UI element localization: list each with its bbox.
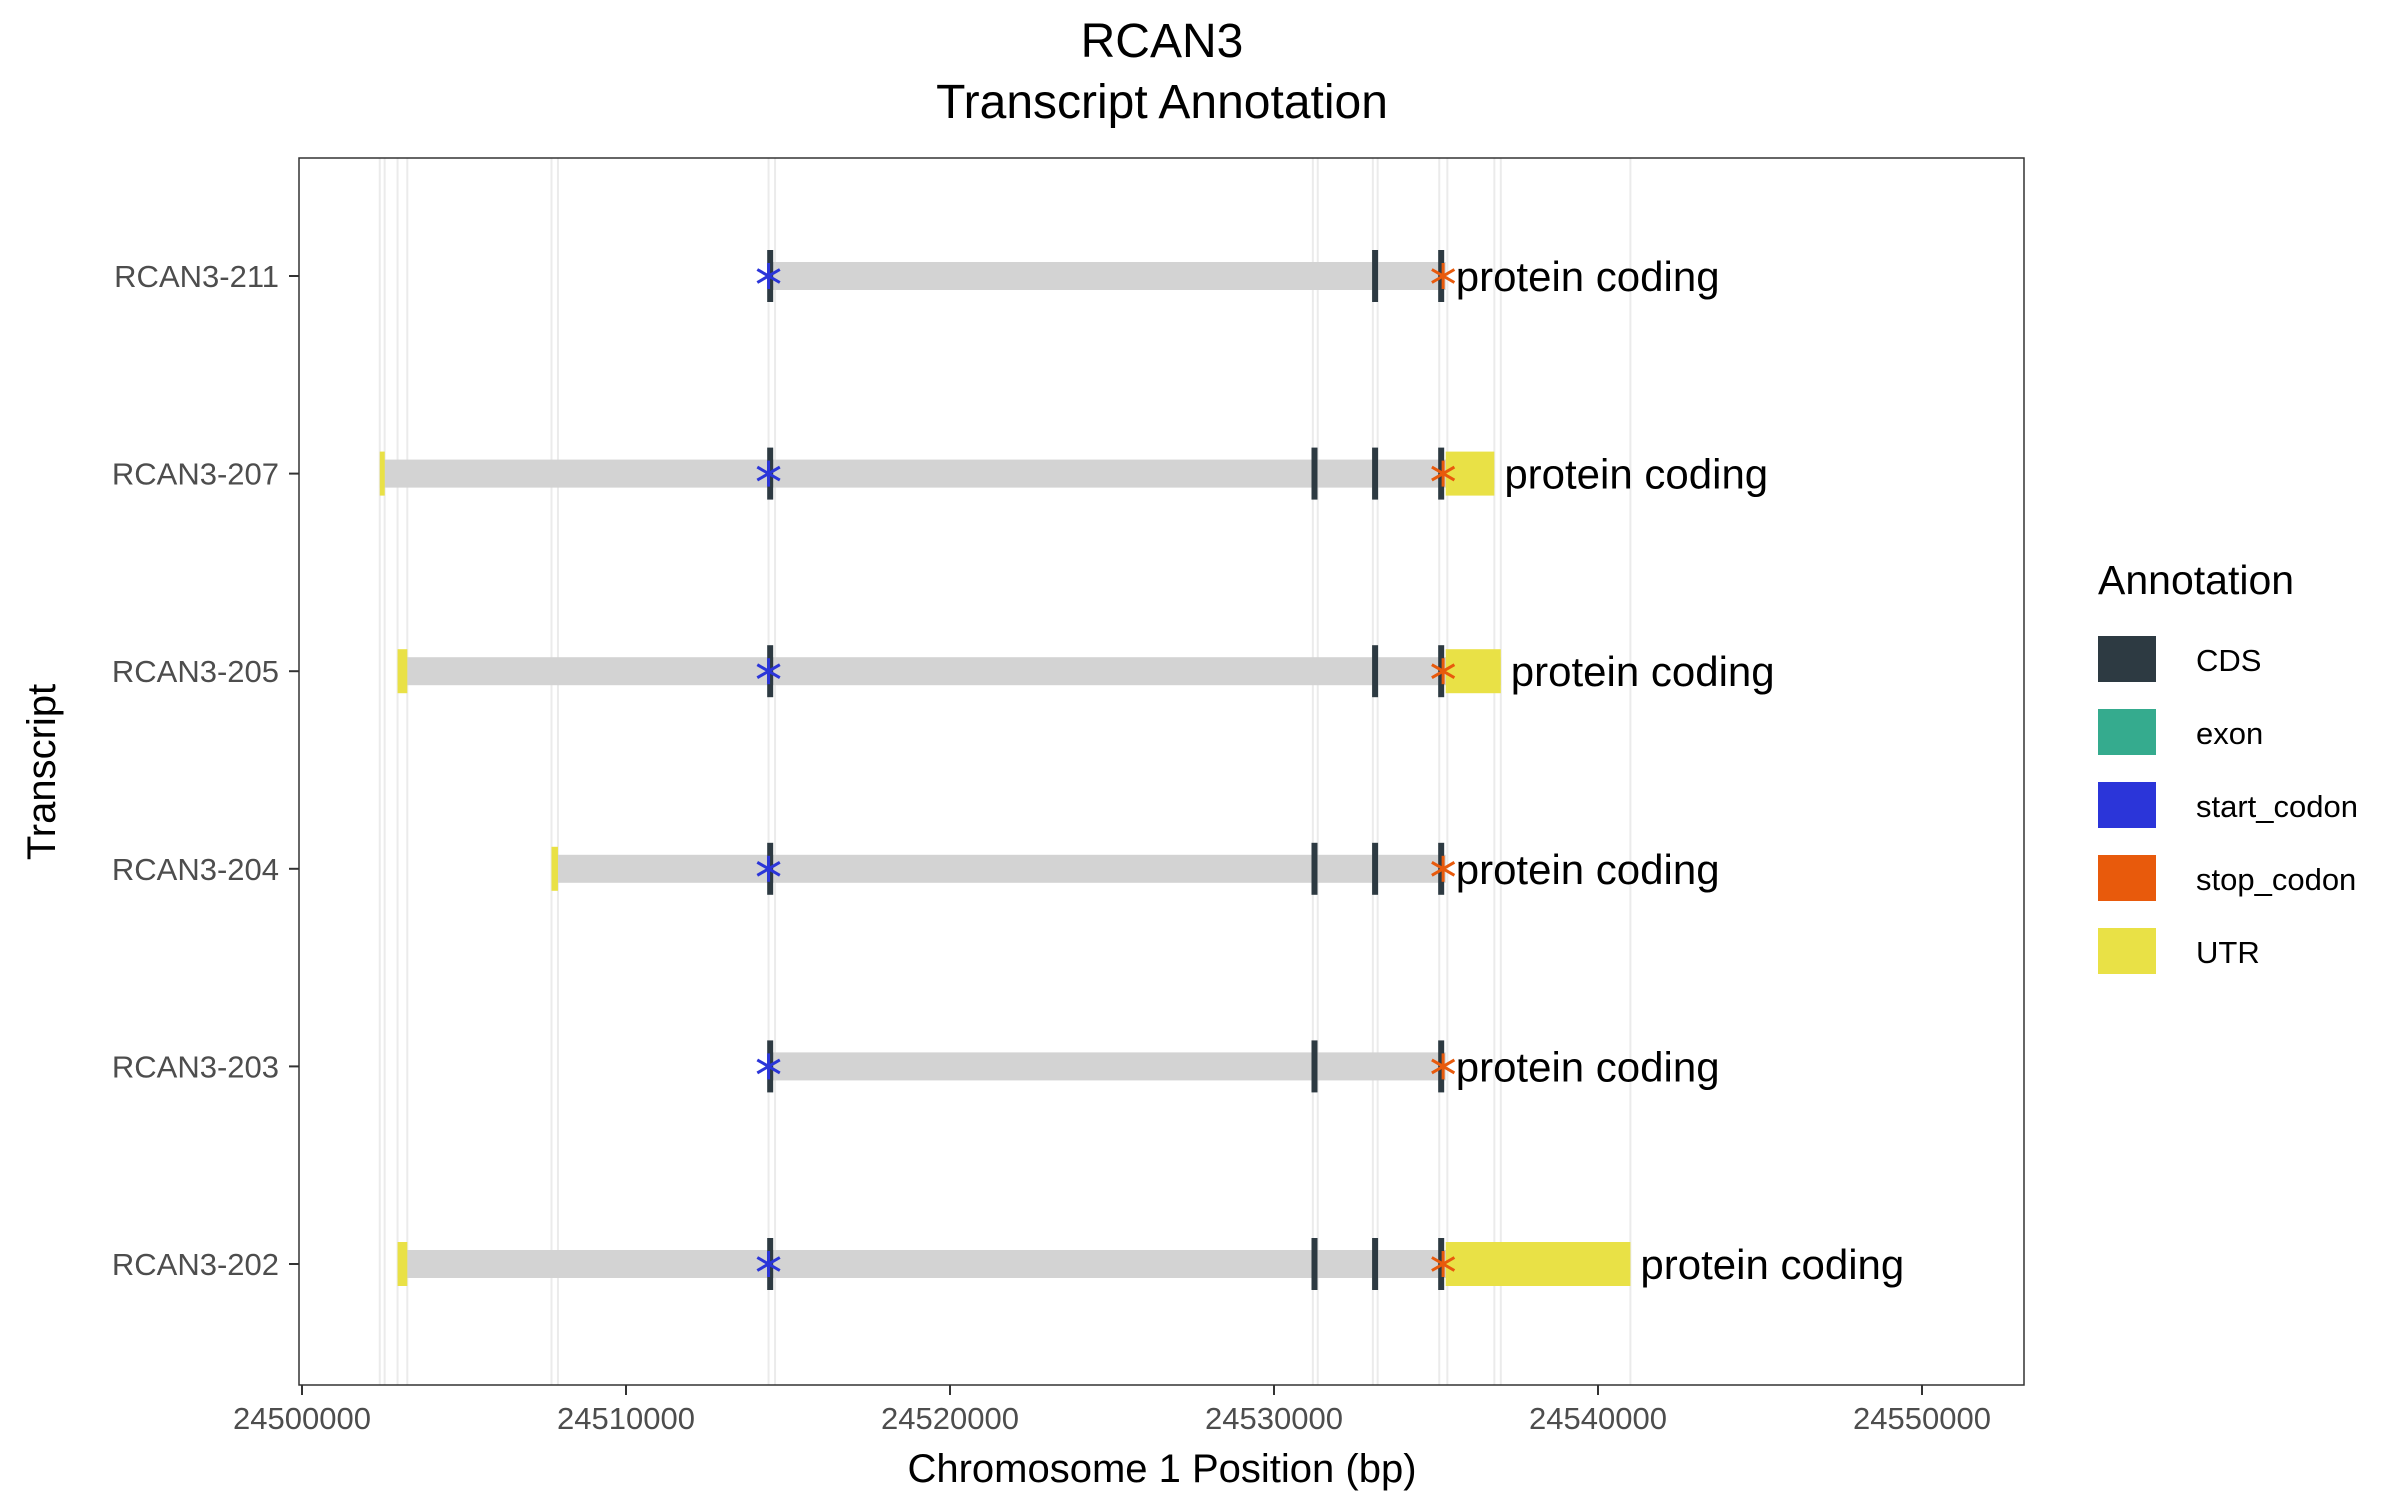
x-tick-label: 24550000 [1853, 1401, 1991, 1436]
transcript-rcan3-203: protein coding [756, 1040, 1720, 1093]
legend-key-stop-codon [2098, 855, 2156, 901]
biotype-label: protein coding [1456, 846, 1720, 893]
legend-label: start_codon [2196, 789, 2358, 824]
x-tick-label: 24540000 [1529, 1401, 1667, 1436]
x-tick-label: 24530000 [1205, 1401, 1343, 1436]
x-tick-label: 24520000 [881, 1401, 1019, 1436]
x-tick-label: 24510000 [557, 1401, 695, 1436]
biotype-label: protein coding [1456, 1043, 1720, 1090]
transcript-rcan3-207: protein coding [379, 447, 1768, 500]
cds-mark [1311, 1238, 1318, 1290]
legend-key-utr [2098, 928, 2156, 974]
intron-bar [397, 1250, 1631, 1278]
y-tick-label: RCAN3-204 [112, 852, 279, 887]
y-tick-label: RCAN3-203 [112, 1049, 279, 1084]
y-axis: RCAN3-211 RCAN3-207 RCAN3-205 RCAN3-204 RCAN… [112, 259, 299, 1282]
intron-bar [397, 657, 1501, 686]
legend: Annotation CDS exon start_codon stop_codon U… [2098, 557, 2358, 974]
y-tick-label: RCAN3-205 [112, 654, 279, 689]
stop-codon-marker [1431, 1053, 1456, 1080]
utr-block [397, 649, 408, 694]
start-codon-marker [756, 1053, 781, 1080]
transcript-rcan3-202: protein coding [397, 1238, 1904, 1290]
stop-codon-marker [1431, 855, 1456, 882]
start-codon-marker [756, 460, 781, 487]
legend-key-start-codon [2098, 782, 2156, 828]
start-codon-marker-stroke [756, 861, 781, 877]
biotype-label: protein coding [1456, 253, 1720, 300]
chart-subtitle: Transcript Annotation [936, 76, 1388, 129]
stop-codon-marker-stroke [1431, 1058, 1456, 1075]
start-codon-marker-stroke [756, 465, 781, 482]
transcript-rcan3-205: protein coding [397, 645, 1775, 698]
start-codon-marker [756, 658, 781, 685]
y-axis-label: Transcript [20, 684, 64, 860]
stop-codon-marker-stroke [1431, 663, 1456, 679]
y-tick-label: RCAN3-211 [114, 259, 279, 294]
stop-codon-marker-stroke [1431, 861, 1456, 877]
cds-mark [1372, 447, 1379, 500]
utr-block [551, 846, 558, 891]
stop-codon-marker [1431, 460, 1456, 487]
start-codon-marker-stroke [756, 663, 781, 679]
stop-codon-marker [1431, 658, 1456, 685]
stop-codon-marker-stroke [1431, 1256, 1456, 1272]
biotype-label: protein coding [1640, 1241, 1904, 1288]
gridlines [378, 158, 1632, 1385]
plot-panel-border [298, 157, 2025, 1386]
y-tick-label: RCAN3-207 [112, 457, 279, 492]
legend-key-exon [2098, 709, 2156, 755]
cds-mark [1311, 842, 1318, 895]
utr-block [379, 451, 385, 496]
transcripts: protein coding protein coding protein codi… [379, 250, 1904, 1290]
legend-label: UTR [2196, 935, 2260, 970]
start-codon-marker [756, 263, 781, 289]
intron-bar [379, 459, 1495, 488]
chart-title: RCAN3 [1081, 15, 1244, 68]
utr-block [1445, 1242, 1631, 1286]
legend-label: CDS [2196, 643, 2261, 678]
utr-block [1445, 451, 1495, 496]
transcript-rcan3-204: protein coding [551, 842, 1720, 895]
biotype-label: protein coding [1511, 648, 1775, 695]
cds-mark [1311, 447, 1318, 500]
cds-mark [1372, 1238, 1379, 1290]
legend-key-cds [2098, 636, 2156, 682]
stop-codon-marker-stroke [1431, 268, 1456, 284]
intron-bar [551, 854, 1446, 883]
stop-codon-marker-stroke [1431, 465, 1456, 482]
y-tick-label: RCAN3-202 [112, 1247, 279, 1282]
stop-codon-marker [1431, 1251, 1456, 1277]
cds-mark [1372, 645, 1379, 698]
intron-bar [768, 262, 1446, 290]
x-axis: 24500000 24510000 24520000 24530000 24540000… [233, 1385, 1991, 1436]
stop-codon-marker [1431, 263, 1456, 289]
cds-mark [1311, 1040, 1318, 1093]
x-tick-label: 24500000 [233, 1401, 371, 1436]
legend-label: exon [2196, 716, 2263, 751]
start-codon-marker-stroke [756, 1256, 781, 1272]
start-codon-marker [756, 1251, 781, 1277]
start-codon-marker-stroke [756, 268, 781, 284]
utr-block [397, 1242, 408, 1286]
intron-bar [768, 1052, 1446, 1081]
biotype-label: protein coding [1504, 451, 1768, 498]
legend-title: Annotation [2098, 557, 2294, 603]
start-codon-marker-stroke [756, 1058, 781, 1075]
legend-label: stop_codon [2196, 862, 2356, 897]
x-axis-label: Chromosome 1 Position (bp) [907, 1447, 1416, 1491]
transcript-rcan3-211: protein coding [756, 250, 1720, 302]
start-codon-marker [756, 855, 781, 882]
utr-block [1445, 649, 1501, 694]
cds-mark [1372, 250, 1379, 302]
cds-mark [1372, 842, 1379, 895]
